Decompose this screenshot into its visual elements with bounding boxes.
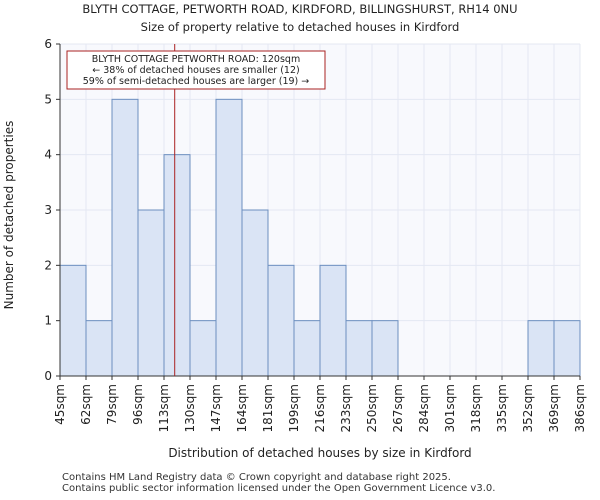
x-tick-label: 335sqm — [495, 384, 509, 432]
bar-352sqm — [527, 320, 555, 377]
y-tick-label: 0 — [44, 369, 52, 383]
bar-130sqm — [189, 320, 217, 377]
y-tick-label: 1 — [44, 314, 52, 328]
bars — [59, 98, 581, 377]
bar-79sqm — [111, 98, 139, 377]
bar-45sqm — [59, 264, 87, 377]
bar-250sqm — [371, 320, 399, 377]
x-tick-label: 284sqm — [417, 384, 431, 432]
x-tick-label: 216sqm — [313, 384, 327, 432]
bar-113sqm — [163, 154, 191, 377]
x-tick-label: 233sqm — [339, 384, 353, 432]
x-axis-label: Distribution of detached houses by size … — [168, 446, 471, 460]
x-tick-label: 147sqm — [209, 384, 223, 432]
x-tick-label: 96sqm — [131, 384, 145, 425]
x-tick-label: 164sqm — [235, 384, 249, 432]
annotation-line-2: ← 38% of detached houses are smaller (12… — [92, 65, 299, 76]
y-tick-label: 4 — [44, 148, 52, 162]
bar-96sqm — [137, 209, 165, 377]
bar-216sqm — [319, 264, 347, 377]
y-tick-label: 3 — [44, 203, 52, 217]
bar-369sqm — [553, 320, 581, 377]
x-tick-label: 318sqm — [469, 384, 483, 432]
bar-181sqm — [267, 264, 295, 377]
bar-147sqm — [215, 98, 243, 377]
x-tick-label: 267sqm — [391, 384, 405, 432]
x-tick-label: 369sqm — [547, 384, 561, 432]
x-tick-label: 45sqm — [53, 384, 67, 425]
chart-title: BLYTH COTTAGE, PETWORTH ROAD, KIRDFORD, … — [82, 2, 517, 16]
y-tick-label: 6 — [44, 37, 52, 51]
x-tick-label: 301sqm — [443, 384, 457, 432]
property-marker: BLYTH COTTAGE PETWORTH ROAD: 120sqm← 38%… — [66, 44, 326, 376]
x-tick-label: 113sqm — [157, 384, 171, 432]
bar-233sqm — [345, 320, 373, 377]
x-tick-label: 352sqm — [521, 384, 535, 432]
y-tick-label: 2 — [44, 258, 52, 272]
bar-62sqm — [85, 320, 113, 377]
annotation-line-1: BLYTH COTTAGE PETWORTH ROAD: 120sqm — [92, 54, 300, 65]
bar-164sqm — [241, 209, 269, 377]
chart-subtitle: Size of property relative to detached ho… — [141, 20, 460, 34]
y-axis-label: Number of detached properties — [2, 121, 16, 310]
y-tick-label: 5 — [44, 92, 52, 106]
footer-line-1: Contains HM Land Registry data © Crown c… — [62, 472, 451, 483]
x-tick-label: 250sqm — [365, 384, 379, 432]
x-tick-label: 181sqm — [261, 384, 275, 432]
x-tick-label: 62sqm — [79, 384, 93, 425]
annotation-box — [66, 50, 326, 90]
x-tick-label: 130sqm — [183, 384, 197, 432]
x-tick-label: 79sqm — [105, 384, 119, 425]
bar-199sqm — [293, 320, 321, 377]
footer-line-2: Contains public sector information licen… — [62, 483, 496, 494]
x-tick-label: 199sqm — [287, 384, 301, 432]
footer-attribution: Contains HM Land Registry data © Crown c… — [62, 472, 495, 494]
annotation-line-3: 59% of semi-detached houses are larger (… — [83, 76, 310, 87]
x-tick-label: 386sqm — [573, 384, 587, 432]
axes: 0 1 2 3 4 5 6 45sqm 62sqm 79sqm 96sqm 113sqm 130sqm 1… — [44, 37, 587, 432]
